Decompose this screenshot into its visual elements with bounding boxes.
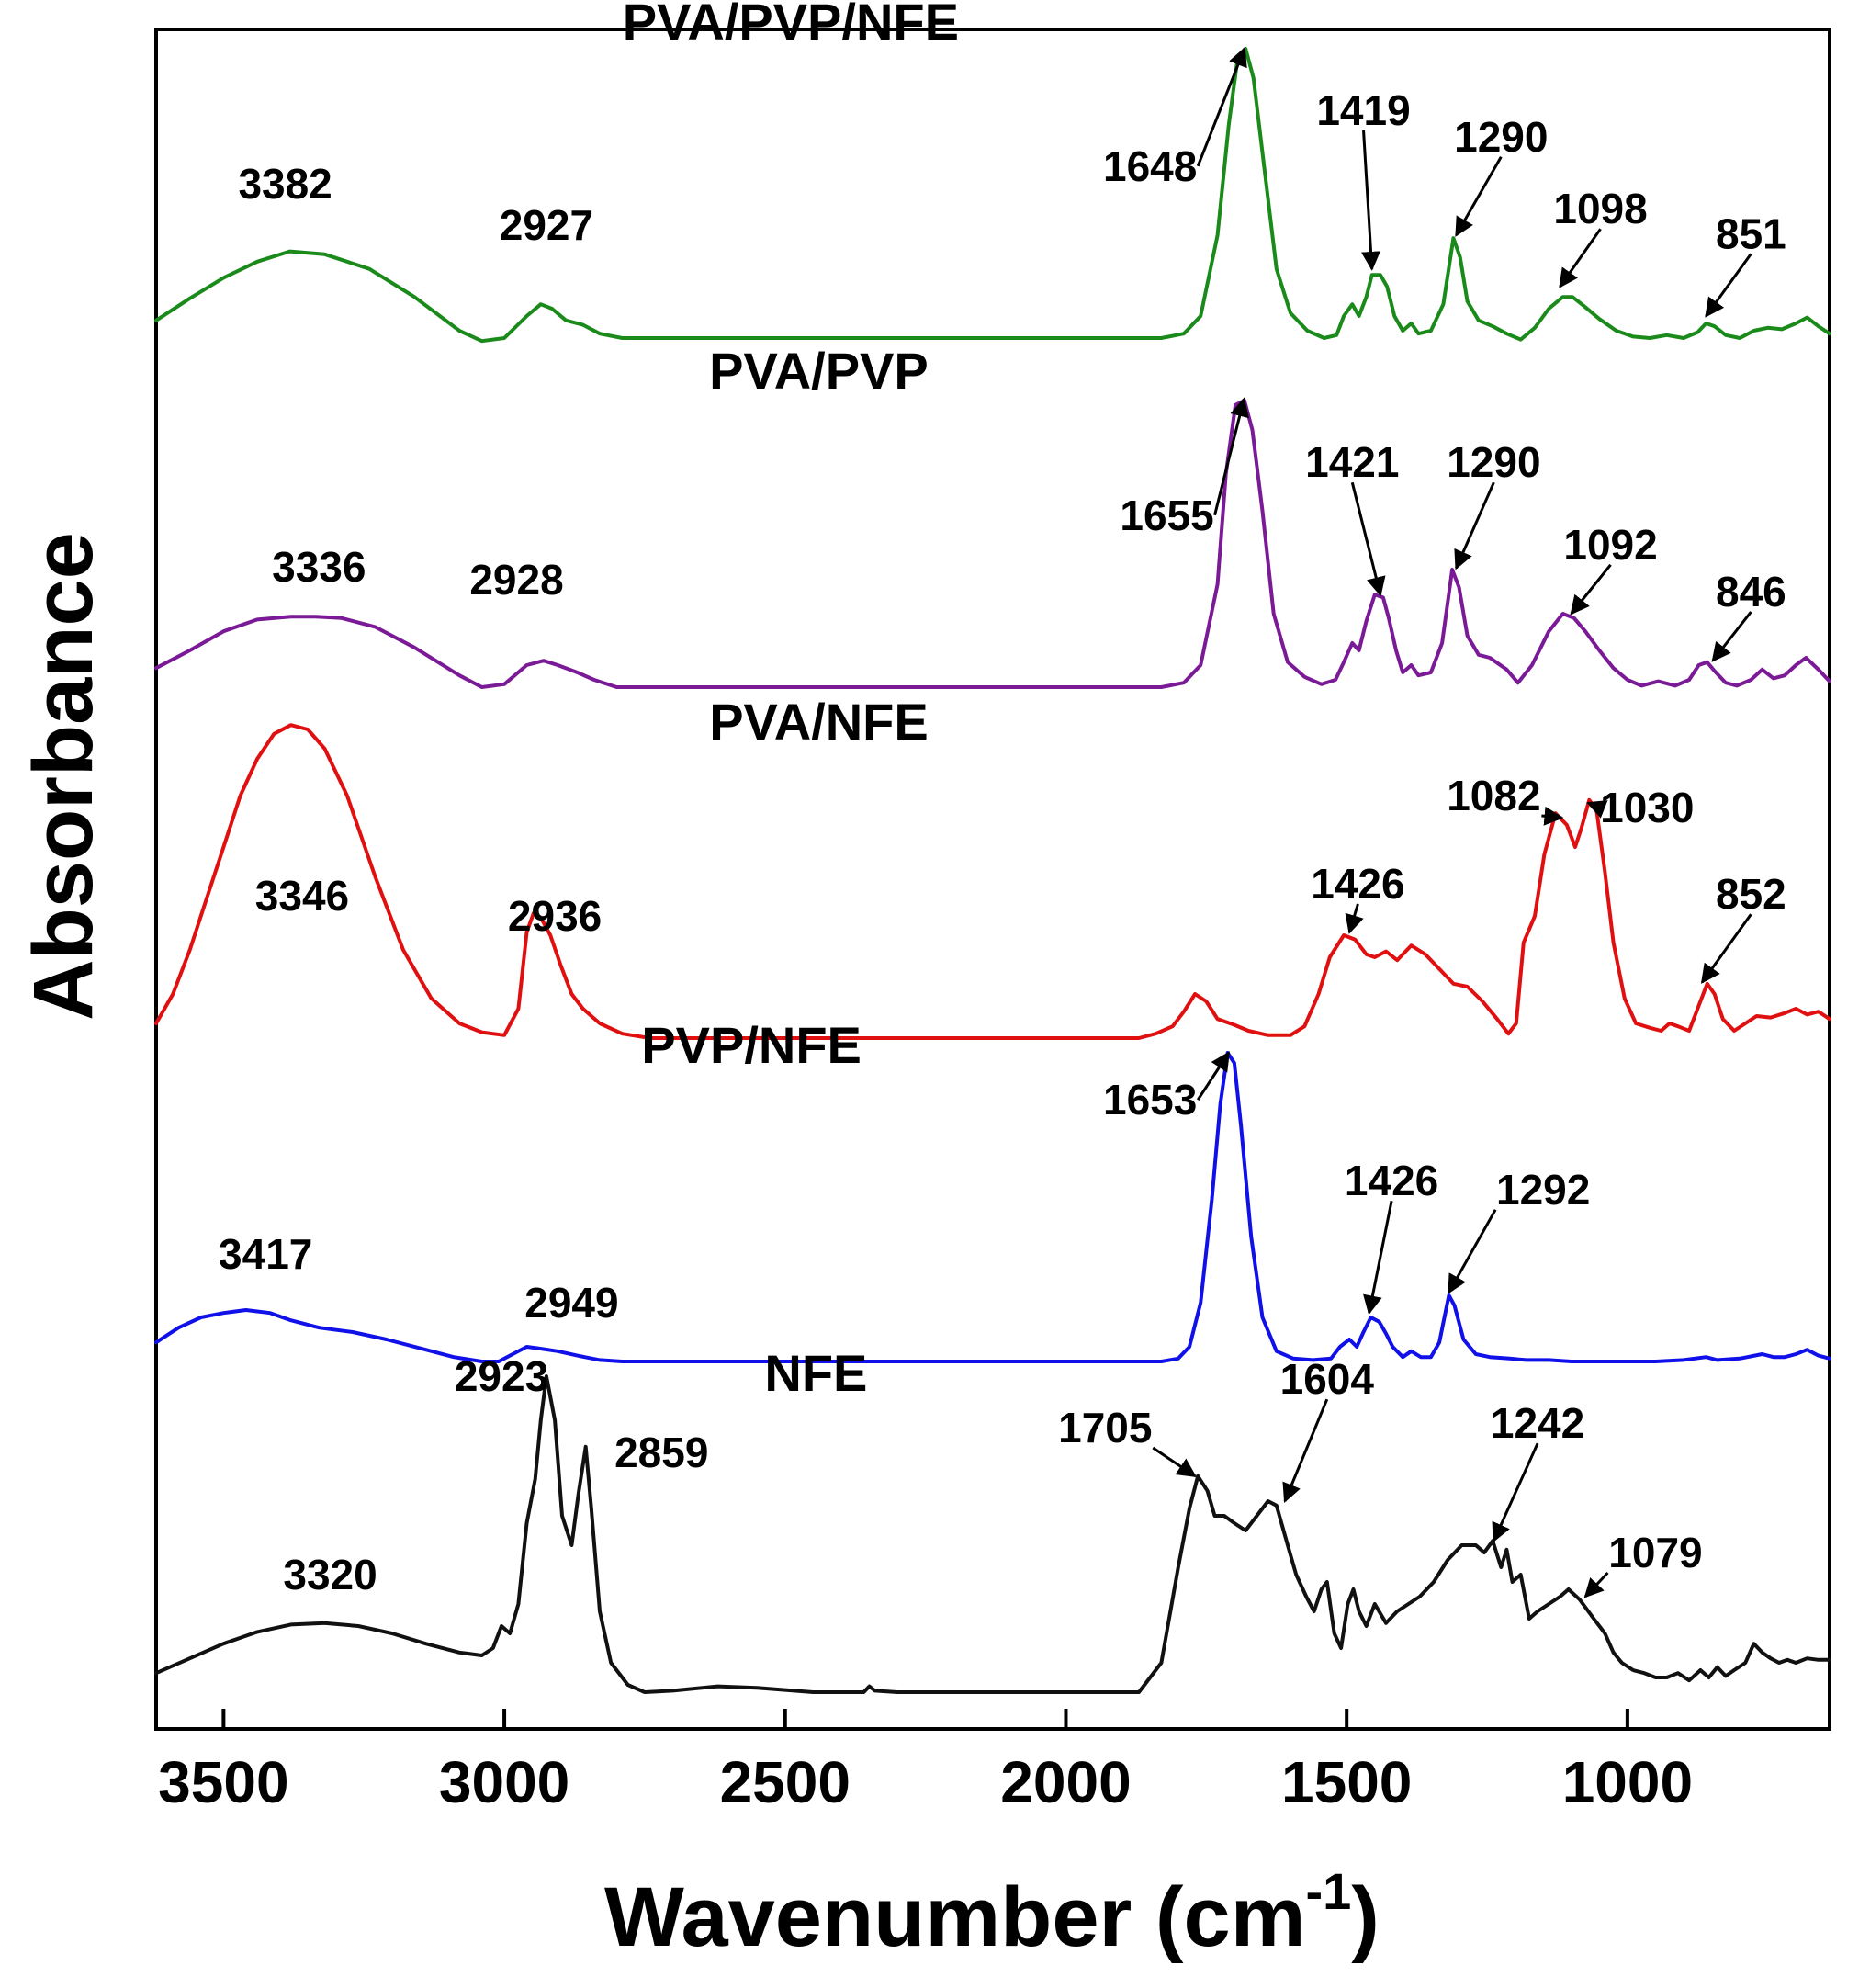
peak-arrow-pva-pvp-1092 xyxy=(1570,563,1612,616)
peak-arrow-pva-pvp-nfe-1419 xyxy=(1361,130,1381,271)
x-tick-label-2500: 2500 xyxy=(720,1749,851,1815)
x-axis-ticks: 3500 3000 2500 2000 1500 1000 xyxy=(158,1709,1693,1815)
peak-arrow-pva-nfe-1082 xyxy=(1541,806,1564,826)
peak-arrow-pva-pvp-1290 xyxy=(1454,481,1495,570)
peak-arrow-pva-pvp-846 xyxy=(1711,611,1752,662)
peak-label-nfe-1079: 1079 xyxy=(1608,1529,1702,1576)
peak-label-pva-pvp-3336: 3336 xyxy=(272,543,366,591)
peak-arrow-pva-pvp-1421 xyxy=(1350,481,1386,597)
peak-label-pva-pvp-nfe-2927: 2927 xyxy=(500,201,593,249)
x-axis-title-superscript: -1 xyxy=(1306,1862,1352,1920)
peak-label-pvp-nfe-1426: 1426 xyxy=(1345,1157,1438,1204)
series-title-pva-nfe: PVA/NFE xyxy=(709,693,929,751)
series-line-pva-pvp-nfe xyxy=(154,46,1831,344)
peak-label-pva-pvp-846: 846 xyxy=(1716,568,1786,616)
peak-arrow-nfe-1079 xyxy=(1583,1571,1609,1598)
x-tick-label-3500: 3500 xyxy=(158,1749,288,1815)
series-line-nfe xyxy=(154,1374,1831,1694)
x-tick-label-1000: 1000 xyxy=(1562,1749,1693,1815)
peak-arrow-pva-pvp-nfe-851 xyxy=(1705,253,1752,318)
peak-arrow-pva-pvp-nfe-1648 xyxy=(1196,46,1247,167)
peak-label-pva-pvp-2928: 2928 xyxy=(469,556,563,604)
peak-label-pva-pvp-1421: 1421 xyxy=(1305,438,1399,486)
x-axis-title: Wavenumber (cm-1) xyxy=(604,1862,1380,1964)
y-axis-title: Absorbance xyxy=(17,532,110,1021)
peak-label-pva-pvp-nfe-1290: 1290 xyxy=(1454,113,1548,161)
peak-label-pva-nfe-1082: 1082 xyxy=(1447,772,1540,819)
x-tick-label-3000: 3000 xyxy=(439,1749,569,1815)
peak-label-nfe-1242: 1242 xyxy=(1491,1399,1584,1447)
peak-label-pvp-nfe-2949: 2949 xyxy=(524,1279,618,1327)
peak-label-pva-nfe-1030: 1030 xyxy=(1600,784,1694,831)
series-line-pvp-nfe xyxy=(154,1051,1831,1363)
x-tick-label-2000: 2000 xyxy=(1000,1749,1131,1815)
peak-label-pva-pvp-1092: 1092 xyxy=(1563,521,1657,569)
series-line-pva-nfe xyxy=(154,723,1831,1040)
series-layer xyxy=(154,46,1831,1694)
x-axis-title-close: ) xyxy=(1351,1870,1380,1964)
labels-layer: PVA/PVP/NFE338229271648141912901098851PV… xyxy=(219,0,1786,1598)
peak-arrow-nfe-1242 xyxy=(1492,1442,1539,1543)
peak-label-pva-pvp-nfe-3382: 3382 xyxy=(238,160,332,208)
peak-label-pva-pvp-nfe-851: 851 xyxy=(1716,209,1786,257)
peak-label-pva-nfe-1426: 1426 xyxy=(1311,860,1404,908)
peak-label-pvp-nfe-1292: 1292 xyxy=(1496,1166,1590,1214)
peak-label-nfe-1705: 1705 xyxy=(1058,1404,1152,1451)
peak-label-nfe-2859: 2859 xyxy=(614,1429,708,1476)
peak-arrow-pva-pvp-nfe-1290 xyxy=(1455,156,1503,237)
peak-label-pva-nfe-852: 852 xyxy=(1716,870,1786,918)
peak-label-pva-pvp-nfe-1419: 1419 xyxy=(1316,86,1410,134)
peak-label-pva-pvp-nfe-1098: 1098 xyxy=(1553,185,1647,232)
x-tick-label-1500: 1500 xyxy=(1281,1749,1412,1815)
peak-arrow-nfe-1604 xyxy=(1282,1398,1329,1503)
peak-label-pva-pvp-nfe-1648: 1648 xyxy=(1103,142,1197,190)
series-title-nfe: NFE xyxy=(764,1344,867,1402)
x-axis-title-main: Wavenumber (cm xyxy=(604,1870,1305,1964)
series-title-pva-pvp: PVA/PVP xyxy=(709,342,929,400)
peak-arrow-pvp-nfe-1292 xyxy=(1448,1209,1497,1294)
peak-label-pva-pvp-1655: 1655 xyxy=(1120,491,1213,539)
peak-arrow-pva-pvp-1655 xyxy=(1213,397,1249,516)
series-title-pvp-nfe: PVP/NFE xyxy=(641,1016,862,1074)
peak-label-nfe-2923: 2923 xyxy=(455,1352,548,1400)
plot-frame xyxy=(154,28,1831,1731)
peak-arrow-pvp-nfe-1426 xyxy=(1363,1200,1393,1316)
peak-label-nfe-1604: 1604 xyxy=(1280,1355,1375,1403)
peak-arrow-pva-nfe-1426 xyxy=(1345,903,1364,934)
series-title-pva-pvp-nfe: PVA/PVP/NFE xyxy=(623,0,959,51)
peak-label-pva-pvp-1290: 1290 xyxy=(1447,438,1540,486)
peak-arrow-nfe-1705 xyxy=(1152,1446,1197,1478)
series-line-pva-pvp xyxy=(154,399,1831,689)
peak-arrow-pva-pvp-nfe-1098 xyxy=(1559,228,1602,288)
peak-label-nfe-3320: 3320 xyxy=(283,1551,377,1598)
peak-label-pvp-nfe-3417: 3417 xyxy=(219,1230,312,1278)
peak-label-pva-nfe-3346: 3346 xyxy=(255,872,349,920)
peak-arrow-pva-nfe-852 xyxy=(1700,913,1752,984)
peak-arrow-pva-nfe-1030 xyxy=(1586,800,1608,819)
peak-label-pva-nfe-2936: 2936 xyxy=(508,892,602,940)
peak-arrow-pvp-nfe-1653 xyxy=(1196,1051,1231,1101)
peak-label-pvp-nfe-1653: 1653 xyxy=(1103,1076,1197,1124)
